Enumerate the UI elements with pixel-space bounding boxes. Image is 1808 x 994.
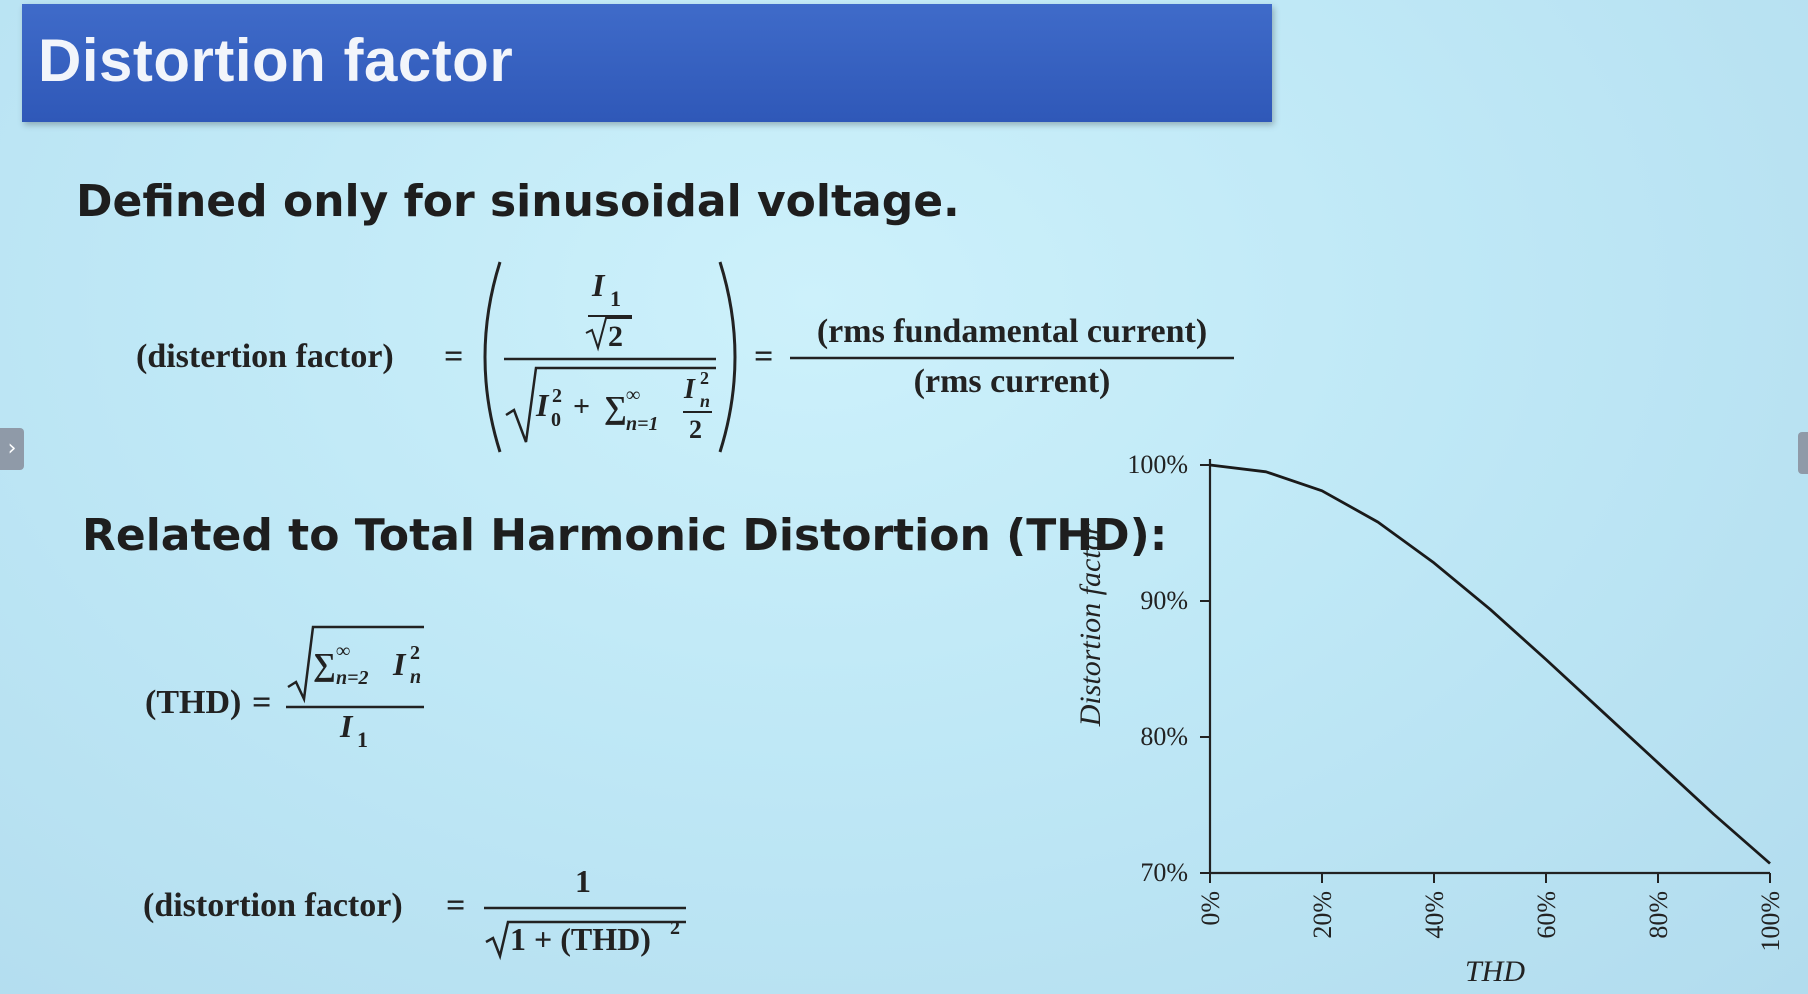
svg-text:2: 2 <box>608 320 623 353</box>
sqrt-icon <box>485 920 686 961</box>
svg-text:2: 2 <box>410 642 420 664</box>
svg-text:2: 2 <box>552 385 562 407</box>
svg-text:n: n <box>700 391 710 411</box>
formula1-rhs-numerator: (rms fundamental current) <box>817 313 1207 350</box>
formula-distortion-thd: (distortion factor) = 1 1 + (THD) 2 <box>143 863 686 961</box>
right-paren <box>718 261 737 453</box>
series-line-0 <box>1209 463 1771 865</box>
distortion-factor-chart: 70% 80% 90% 100% 0% 20% 40% 60% 80% 100% THD Distor… <box>1074 450 1785 988</box>
formula3-lhs: (distortion factor) <box>143 887 403 924</box>
x-tick-label: 60% <box>1532 891 1561 939</box>
x-tick-label: 0% <box>1196 891 1225 926</box>
y-tick-label: 90% <box>1140 586 1188 615</box>
svg-text:I: I <box>392 646 407 682</box>
sqrt-icon <box>287 625 424 704</box>
x-axis-label: THD <box>1465 955 1525 988</box>
svg-text:∞: ∞ <box>626 384 640 406</box>
previous-slide-icon[interactable]: › <box>0 428 24 470</box>
x-tick-label: 20% <box>1308 891 1337 939</box>
formula-distortion-definition: (distertion factor) = I 1 2 I 2 0 + ∑ ∞ … <box>136 261 1234 453</box>
svg-text:+: + <box>573 390 590 423</box>
formula-thd: (THD) = ∑ ∞ n=2 I 2 n I 1 <box>145 625 424 752</box>
svg-text:I: I <box>535 387 550 423</box>
svg-text:n=2: n=2 <box>336 667 369 689</box>
x-tick-label: 100% <box>1756 891 1785 952</box>
svg-text:0: 0 <box>551 409 561 431</box>
sqrt-icon <box>585 317 632 352</box>
svg-text:∑: ∑ <box>313 646 336 682</box>
svg-text:n: n <box>410 666 421 688</box>
heading-thd-relation: Related to Total Harmonic Distortion (TH… <box>82 510 1168 561</box>
svg-text:=: = <box>754 338 773 375</box>
next-slide-handle[interactable] <box>1798 432 1808 474</box>
svg-text:2: 2 <box>700 368 709 388</box>
svg-text:1: 1 <box>575 863 591 899</box>
svg-text:1: 1 <box>610 286 621 311</box>
heading-sinusoidal: Defined only for sinusoidal voltage. <box>76 176 960 227</box>
svg-text:∑: ∑ <box>604 389 627 425</box>
formula1-lhs: (distertion factor) <box>136 338 394 375</box>
svg-text:1: 1 <box>357 727 368 752</box>
svg-text:I: I <box>339 708 354 744</box>
svg-text:=: = <box>252 684 271 721</box>
svg-text:2: 2 <box>670 917 680 939</box>
svg-text:I: I <box>591 267 606 303</box>
slide-title: Distortion factor <box>38 27 514 94</box>
svg-text:=: = <box>444 338 463 375</box>
svg-text:1 + (THD): 1 + (THD) <box>510 921 651 957</box>
formula2-lhs: (THD) <box>145 684 241 721</box>
svg-text:n=1: n=1 <box>626 413 659 435</box>
x-tick-label: 40% <box>1420 891 1449 939</box>
svg-text:2: 2 <box>689 415 702 444</box>
x-tick-label: 80% <box>1644 891 1673 939</box>
svg-text:=: = <box>446 887 465 924</box>
y-tick-label: 80% <box>1140 722 1188 751</box>
y-tick-label: 100% <box>1127 450 1188 479</box>
svg-text:I: I <box>683 374 696 405</box>
title-bar: Distortion factor <box>22 4 1272 122</box>
svg-text:∞: ∞ <box>336 640 350 662</box>
formula1-rhs-denominator: (rms current) <box>914 363 1111 400</box>
y-tick-label: 70% <box>1140 858 1188 887</box>
sqrt-icon <box>505 366 716 443</box>
y-axis-label: Distortion factor <box>1074 523 1107 727</box>
left-paren <box>483 261 502 453</box>
